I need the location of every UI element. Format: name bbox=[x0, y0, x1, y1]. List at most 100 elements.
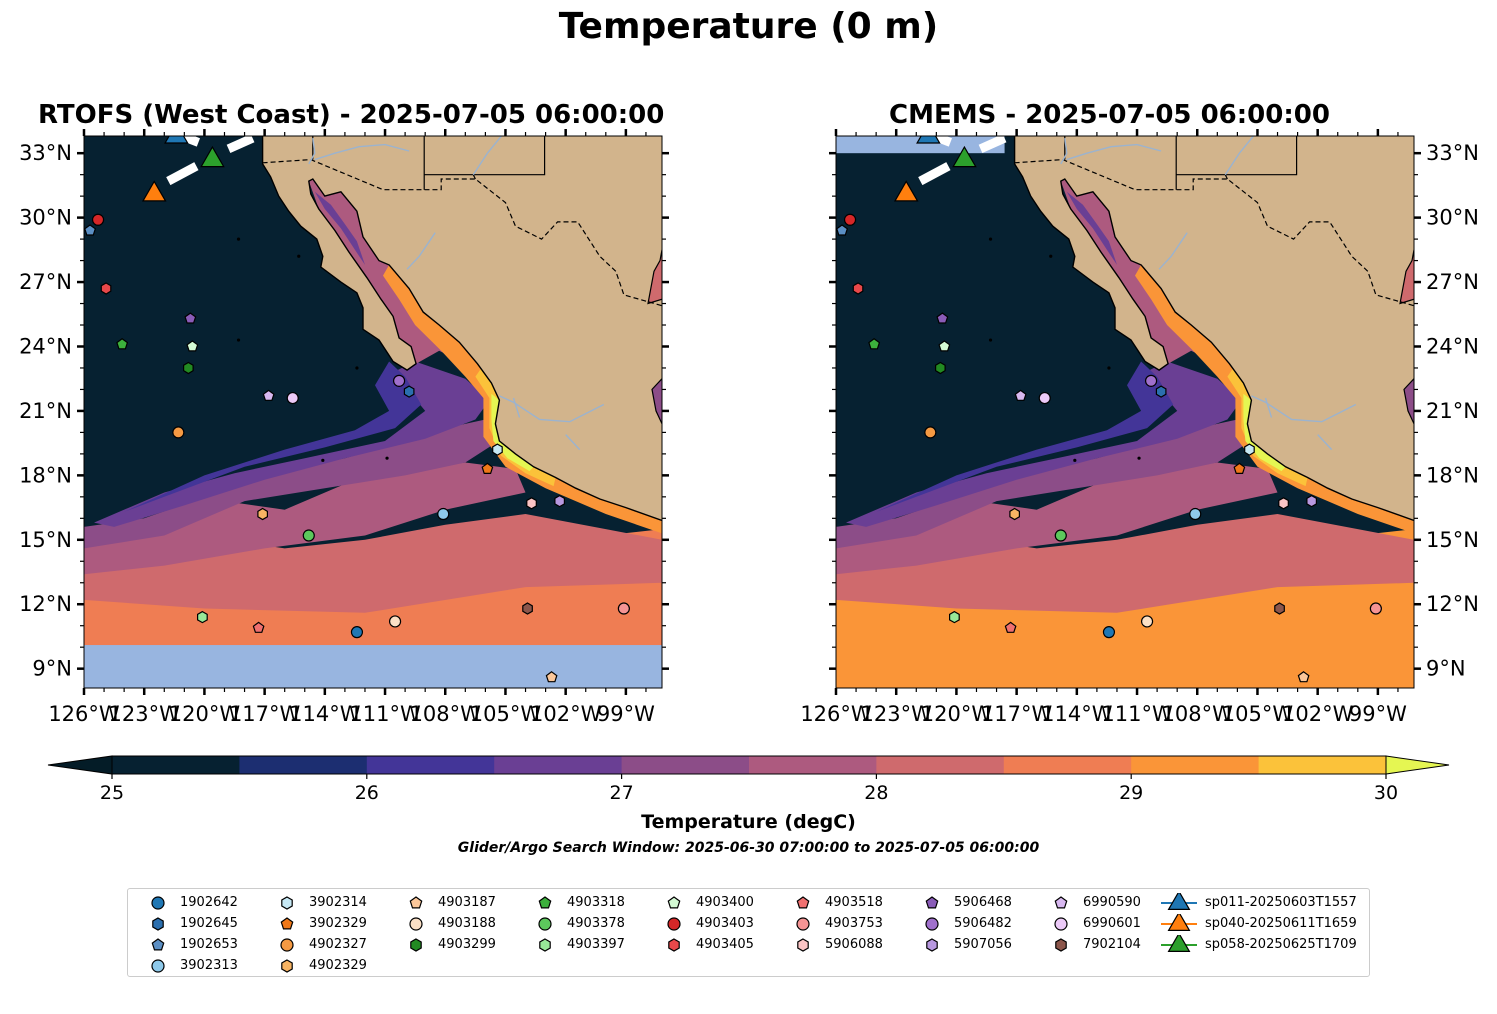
glider-sp011-20250603T1557-marker bbox=[916, 136, 941, 144]
cmems-panel-title: CMEMS - 2025-07-05 06:00:00 bbox=[889, 100, 1330, 130]
island bbox=[321, 458, 325, 462]
island bbox=[297, 254, 301, 258]
legend-label: 4902327 bbox=[309, 937, 367, 952]
platform-5906482-marker bbox=[392, 374, 406, 387]
lon-tick-label: 120°W bbox=[921, 702, 993, 726]
legend-pentagon-icon bbox=[409, 896, 423, 909]
platform-4903400-marker bbox=[938, 340, 951, 352]
platform-4903405-marker bbox=[100, 282, 112, 295]
legend-label: 4903378 bbox=[567, 916, 625, 931]
platform-4903753-marker bbox=[1369, 602, 1382, 615]
legend-label: 3902314 bbox=[309, 895, 367, 910]
colorbar-tick-label: 30 bbox=[1374, 782, 1398, 804]
legend-label: 1902645 bbox=[180, 916, 238, 931]
platform-5907056-marker bbox=[1306, 494, 1318, 508]
legend-hexagon-icon bbox=[797, 938, 809, 952]
island bbox=[988, 338, 993, 342]
lat-tick-label: 18°N bbox=[1426, 463, 1479, 487]
legend-label: 3902329 bbox=[309, 916, 367, 931]
platform-legend: 1902642 1902645 1902653 3902313 3902314 39023… bbox=[127, 888, 1370, 977]
platform-4903378-marker bbox=[1054, 529, 1067, 542]
platform-5907056-marker bbox=[554, 494, 566, 508]
glider-track bbox=[918, 162, 951, 186]
gulf-of-mexico-edge bbox=[1403, 378, 1414, 425]
colorbar-tick-label: 27 bbox=[610, 782, 634, 804]
legend-label: 1902642 bbox=[180, 895, 238, 910]
colorbar-segment bbox=[1003, 756, 1132, 774]
legend-label: 4903188 bbox=[438, 916, 496, 931]
legend-label: 4903753 bbox=[825, 916, 883, 931]
platform-4903318-marker bbox=[116, 338, 129, 350]
glider-sp011-20250603T1557-marker bbox=[164, 136, 189, 144]
platform-4903188-marker bbox=[388, 615, 402, 628]
platform-4903299-marker bbox=[183, 361, 194, 375]
platform-1902642-marker bbox=[350, 626, 364, 639]
lat-tick-label: 30°N bbox=[19, 206, 72, 230]
lon-tick-label: 108°W bbox=[410, 702, 482, 726]
legend-glider-icon bbox=[1167, 935, 1191, 952]
platform-4903403-marker bbox=[843, 213, 857, 226]
island bbox=[988, 237, 993, 241]
lon-tick-label: 126°W bbox=[800, 702, 872, 726]
search-window-note: Glider/Argo Search Window: 2025-06-30 07… bbox=[457, 840, 1040, 856]
legend-pentagon-icon bbox=[1054, 896, 1068, 909]
temperature-band bbox=[836, 462, 1278, 575]
lon-tick-label: 105°W bbox=[470, 702, 542, 726]
river bbox=[314, 143, 410, 161]
lat-tick-label: 12°N bbox=[1426, 592, 1479, 616]
island bbox=[355, 366, 359, 370]
river bbox=[1060, 138, 1068, 165]
legend-label: 4903318 bbox=[567, 895, 625, 910]
lon-tick-label: 123°W bbox=[109, 702, 181, 726]
legend-label: 6990601 bbox=[1083, 916, 1141, 931]
platform-4903405-marker bbox=[852, 282, 864, 295]
legend-pentagon-icon bbox=[280, 917, 294, 930]
legend-label: 4903405 bbox=[696, 937, 754, 952]
legend-pentagon-icon bbox=[925, 896, 939, 909]
legend-pentagon-icon bbox=[796, 896, 810, 909]
legend-glider-icon bbox=[1167, 893, 1191, 910]
legend-label: sp040-20250611T1659 bbox=[1205, 916, 1357, 931]
legend-label: 5906088 bbox=[825, 937, 883, 952]
lat-tick-label: 9°N bbox=[1426, 657, 1466, 681]
island bbox=[1073, 458, 1077, 462]
platform-4903378-marker bbox=[302, 529, 315, 542]
platform-6990601-marker bbox=[1038, 391, 1051, 405]
platform-3902314-marker bbox=[1244, 443, 1255, 456]
legend-label: 5907056 bbox=[954, 937, 1012, 952]
lat-tick-label: 33°N bbox=[1426, 141, 1479, 165]
lon-tick-label: 108°W bbox=[1162, 702, 1234, 726]
legend-label: 5906468 bbox=[954, 895, 1012, 910]
temperature-band bbox=[314, 191, 365, 265]
glider-sp058-20250625T1709-marker bbox=[952, 145, 977, 168]
lon-tick-label: 117°W bbox=[981, 702, 1053, 726]
legend-hexagon-icon bbox=[281, 896, 293, 910]
legend-label: 3902313 bbox=[180, 958, 238, 973]
lon-tick-label: 111°W bbox=[1101, 702, 1173, 726]
gulf-of-mexico-edge bbox=[1399, 249, 1414, 305]
lat-tick-label: 9°N bbox=[32, 657, 72, 681]
legend-circle-icon bbox=[538, 917, 552, 931]
temperature-band bbox=[1066, 191, 1117, 265]
platform-5906468-marker bbox=[936, 312, 949, 324]
platform-5906088-marker bbox=[526, 497, 537, 510]
legend-label: 4903400 bbox=[696, 895, 754, 910]
lat-tick-label: 18°N bbox=[19, 463, 72, 487]
colorbar-tick-label: 29 bbox=[1119, 782, 1143, 804]
colorbar-segment bbox=[366, 756, 495, 774]
legend-pentagon-icon bbox=[151, 938, 165, 951]
glider-track bbox=[226, 136, 255, 154]
river bbox=[472, 136, 502, 176]
colorbar-segment bbox=[239, 756, 368, 774]
colorbar-over-arrow bbox=[1385, 755, 1450, 775]
legend-circle-icon bbox=[925, 917, 939, 931]
colorbar-segment bbox=[1131, 756, 1260, 774]
glider-track bbox=[174, 136, 201, 147]
international-border bbox=[1014, 158, 1414, 307]
colorbar-label: Temperature (degC) bbox=[641, 811, 856, 833]
lat-tick-label: 33°N bbox=[19, 141, 72, 165]
lat-tick-label: 27°N bbox=[1426, 270, 1479, 294]
temperature-band bbox=[876, 361, 1174, 512]
legend-circle-icon bbox=[667, 917, 681, 931]
legend-circle-icon bbox=[1054, 917, 1068, 931]
